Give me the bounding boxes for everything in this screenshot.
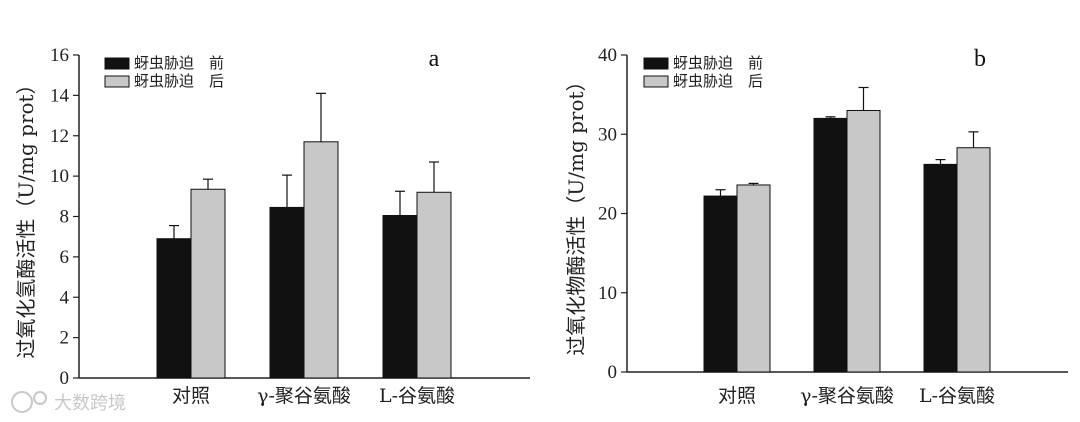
x-category-label: 对照	[718, 385, 756, 407]
bar-after	[956, 147, 991, 373]
y-tick-label: 4	[60, 287, 70, 308]
panel-label: a	[429, 46, 440, 72]
legend-swatch	[643, 75, 669, 88]
y-tick-label: 0	[608, 362, 618, 383]
bar-before	[813, 117, 848, 373]
bar-after	[416, 191, 452, 379]
y-tick-label: 20	[598, 204, 617, 225]
y-tick-label: 14	[50, 85, 70, 106]
chart-panel-a: 0 2 4 6 8 10 12 14 16 过氧化氢酶活性（U/mg prot） a 对照 γ-聚谷氨酸…	[14, 45, 530, 407]
y-tick-label: 12	[50, 126, 69, 147]
y-tick-label: 40	[598, 45, 617, 66]
legend-swatch	[643, 57, 669, 70]
watermark: 大数跨境	[11, 391, 126, 414]
bar-after	[190, 188, 226, 379]
chart-panel-b: 0 10 20 30 40 过氧化物酶活性（U/mg prot） b 对照 γ-聚谷氨酸 L-谷氨…	[564, 45, 1068, 407]
watermark-logo-icon	[11, 391, 47, 413]
x-category-label: γ-聚谷氨酸	[800, 385, 894, 407]
legend-label: 蚜虫胁迫 前	[134, 54, 224, 72]
y-tick-label: 6	[60, 247, 70, 268]
bar-after	[303, 141, 339, 379]
legend-swatch	[104, 75, 130, 88]
y-tick-label: 0	[60, 368, 70, 389]
y-tick-label: 10	[50, 166, 69, 187]
x-category-label: γ-聚谷氨酸	[257, 385, 351, 407]
x-category-label: L-谷氨酸	[919, 385, 995, 407]
y-tick-label: 10	[598, 283, 617, 304]
bar-before	[923, 163, 958, 373]
y-tick-label: 8	[60, 207, 70, 228]
bar-before	[269, 206, 305, 379]
panel-label: b	[974, 46, 986, 72]
bar-after	[736, 184, 771, 373]
y-axis-label: 过氧化物酶活性（U/mg prot）	[564, 71, 588, 355]
bar-before	[703, 195, 738, 373]
y-axis-label: 过氧化氢酶活性（U/mg prot）	[14, 74, 38, 358]
legend-label: 蚜虫胁迫 后	[134, 72, 224, 90]
y-tick-label: 16	[50, 45, 69, 66]
y-tick-label: 30	[598, 124, 617, 145]
y-tick-label: 2	[60, 328, 70, 349]
legend-label: 蚜虫胁迫 后	[673, 72, 763, 90]
bar-before	[382, 214, 418, 379]
bar-before	[156, 238, 192, 379]
legend-label: 蚜虫胁迫 前	[673, 54, 763, 72]
legend-swatch	[104, 57, 130, 70]
bar-after	[846, 109, 881, 373]
x-category-label: L-谷氨酸	[379, 385, 455, 407]
x-category-label: 对照	[172, 385, 210, 407]
watermark-text: 大数跨境	[54, 393, 126, 414]
